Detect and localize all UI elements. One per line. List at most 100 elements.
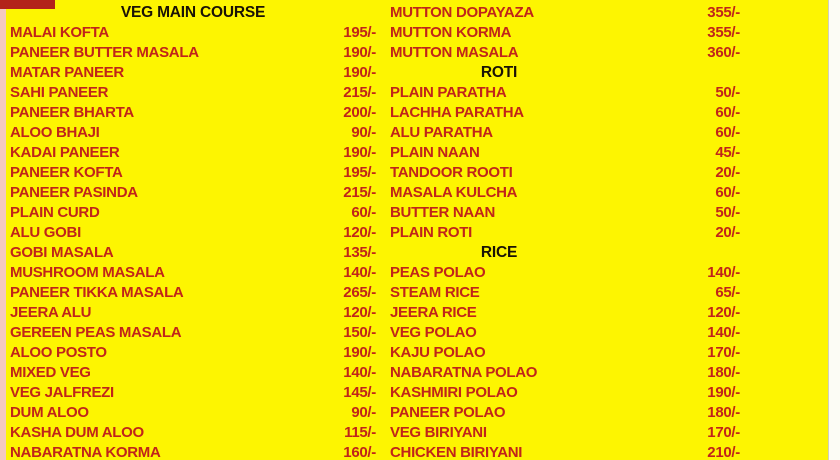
- item-name: VEG POLAO: [390, 324, 477, 341]
- item-name: PLAIN NAAN: [390, 144, 480, 161]
- menu-item-row: VEG BIRIYANI 170/-: [390, 423, 740, 443]
- left-edge-strip: [0, 9, 6, 460]
- item-price: 45/-: [715, 144, 740, 161]
- menu-item-row: MALAI KOFTA 195/-: [10, 23, 376, 43]
- item-price: 60/-: [715, 124, 740, 141]
- item-price: 140/-: [707, 324, 740, 341]
- item-price: 140/-: [343, 364, 376, 381]
- item-price: 190/-: [343, 64, 376, 81]
- item-name: PLAIN PARATHA: [390, 84, 507, 101]
- item-price: 195/-: [343, 24, 376, 41]
- item-name: PANEER TIKKA MASALA: [10, 284, 184, 301]
- item-name: KASHMIRI POLAO: [390, 384, 518, 401]
- menu-item-row: MIXED VEG 140/-: [10, 363, 376, 383]
- item-name: PANEER POLAO: [390, 404, 506, 421]
- menu-item-row: MUSHROOM MASALA 140/-: [10, 263, 376, 283]
- item-price: 170/-: [707, 344, 740, 361]
- menu-item-row: PANEER BHARTA 200/-: [10, 103, 376, 123]
- item-price: 190/-: [343, 144, 376, 161]
- menu-item-row: MUTTON KORMA 355/-: [390, 23, 740, 43]
- item-price: 190/-: [343, 44, 376, 61]
- menu-item-row: ALU PARATHA 60/-: [390, 123, 740, 143]
- menu-item-row: PANEER KOFTA 195/-: [10, 163, 376, 183]
- menu-item-row: VEG JALFREZI 145/-: [10, 383, 376, 403]
- menu-item-row: KASHMIRI POLAO 190/-: [390, 383, 740, 403]
- item-name: PANEER KOFTA: [10, 164, 123, 181]
- menu-item-row: MUTTON DOPAYAZA 355/-: [390, 3, 740, 23]
- item-name: NABARATNA KORMA: [10, 444, 161, 460]
- item-name: PLAIN ROTI: [390, 224, 472, 241]
- item-price: 65/-: [715, 284, 740, 301]
- item-name: JEERA RICE: [390, 304, 477, 321]
- item-name: ALU GOBI: [10, 224, 81, 241]
- menu-item-row: KAJU POLAO 170/-: [390, 343, 740, 363]
- item-name: JEERA ALU: [10, 304, 92, 321]
- item-name: TANDOOR ROOTI: [390, 164, 513, 181]
- menu-item-row: NABARATNA POLAO 180/-: [390, 363, 740, 383]
- item-price: 145/-: [343, 384, 376, 401]
- item-price: 120/-: [707, 304, 740, 321]
- menu-item-row: JEERA RICE 120/-: [390, 303, 740, 323]
- item-price: 140/-: [707, 264, 740, 281]
- menu-item-row: MATAR PANEER 190/-: [10, 63, 376, 83]
- item-name: VEG JALFREZI: [10, 384, 114, 401]
- menu-item-row: BUTTER NAAN 50/-: [390, 203, 740, 223]
- item-name: MALAI KOFTA: [10, 24, 109, 41]
- menu-item-row: DUM ALOO 90/-: [10, 403, 376, 423]
- menu-item-row: MUTTON MASALA 360/-: [390, 43, 740, 63]
- item-name: KAJU POLAO: [390, 344, 486, 361]
- item-price: 60/-: [351, 204, 376, 221]
- item-name: SAHI PANEER: [10, 84, 109, 101]
- item-name: ALOO POSTO: [10, 344, 107, 361]
- menu-item-row: STEAM RICE 65/-: [390, 283, 740, 303]
- item-name: MUTTON KORMA: [390, 24, 512, 41]
- menu-item-row: NABARATNA KORMA 160/-: [10, 443, 376, 460]
- item-name: LACHHA PARATHA: [390, 104, 524, 121]
- item-name: PANEER BHARTA: [10, 104, 134, 121]
- item-price: 50/-: [715, 84, 740, 101]
- item-price: 50/-: [715, 204, 740, 221]
- menu-item-row: KASHA DUM ALOO 115/-: [10, 423, 376, 443]
- item-price: 160/-: [343, 444, 376, 460]
- item-price: 180/-: [707, 364, 740, 381]
- menu-item-row: LACHHA PARATHA 60/-: [390, 103, 740, 123]
- menu-item-row: ALOO POSTO 190/-: [10, 343, 376, 363]
- item-name: GOBI MASALA: [10, 244, 114, 261]
- item-price: 195/-: [343, 164, 376, 181]
- item-name: CHICKEN BIRIYANI: [390, 444, 523, 460]
- menu-item-row: VEG POLAO 140/-: [390, 323, 740, 343]
- item-price: 60/-: [715, 104, 740, 121]
- item-price: 190/-: [343, 344, 376, 361]
- section-header: RICE: [480, 244, 518, 261]
- item-name: PEAS POLAO: [390, 264, 486, 281]
- item-price: 150/-: [343, 324, 376, 341]
- item-name: MUSHROOM MASALA: [10, 264, 165, 281]
- menu-item-row: PANEER BUTTER MASALA 190/-: [10, 43, 376, 63]
- item-name: NABARATNA POLAO: [390, 364, 538, 381]
- item-name: GEREEN PEAS MASALA: [10, 324, 182, 341]
- item-price: 215/-: [343, 84, 376, 101]
- menu-item-row: SAHI PANEER 215/-: [10, 83, 376, 103]
- menu-item-row: PLAIN NAAN 45/-: [390, 143, 740, 163]
- menu-item-row: PANEER POLAO 180/-: [390, 403, 740, 423]
- item-name: KADAI PANEER: [10, 144, 120, 161]
- item-price: 355/-: [707, 4, 740, 21]
- item-price: 20/-: [715, 224, 740, 241]
- menu-item-row: PEAS POLAO 140/-: [390, 263, 740, 283]
- item-name: PANEER BUTTER MASALA: [10, 44, 199, 61]
- item-price: 60/-: [715, 184, 740, 201]
- item-name: BUTTER NAAN: [390, 204, 496, 221]
- item-name: MASALA KULCHA: [390, 184, 518, 201]
- item-price: 20/-: [715, 164, 740, 181]
- item-name: VEG BIRIYANI: [390, 424, 487, 441]
- menu-item-row: PLAIN ROTI 20/-: [390, 223, 740, 243]
- item-price: 355/-: [707, 24, 740, 41]
- section-header: VEG MAIN COURSE: [120, 4, 266, 21]
- item-name: ALOO BHAJI: [10, 124, 100, 141]
- item-name: PLAIN CURD: [10, 204, 100, 221]
- menu-item-row: KADAI PANEER 190/-: [10, 143, 376, 163]
- item-name: MUTTON DOPAYAZA: [390, 4, 534, 21]
- menu-item-row: CHICKEN BIRIYANI 210/-: [390, 443, 740, 460]
- item-price: 170/-: [707, 424, 740, 441]
